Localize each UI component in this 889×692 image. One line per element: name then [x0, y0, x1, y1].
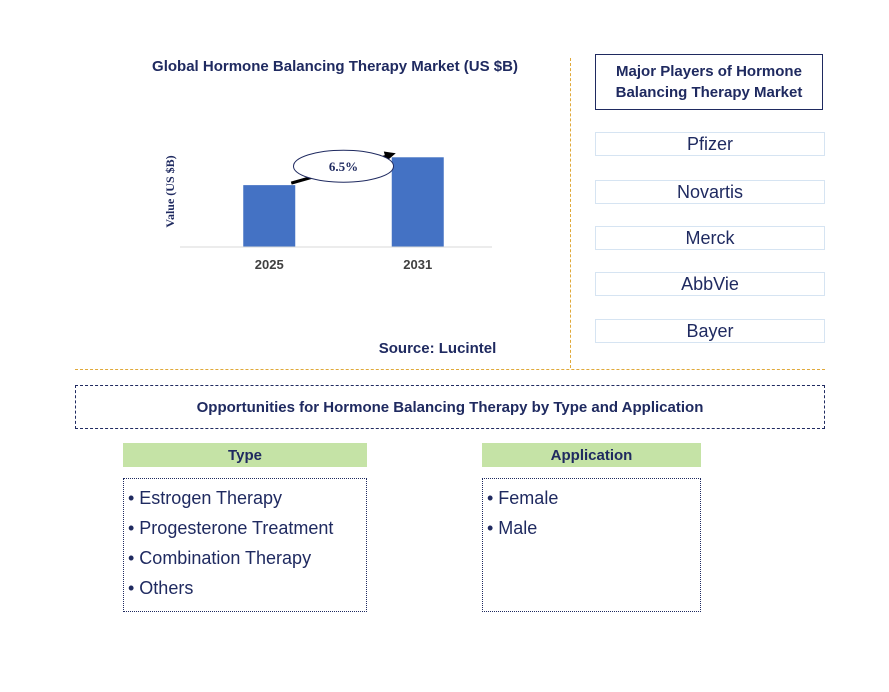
y-axis-label: Value (US $B): [163, 155, 177, 227]
application-list: • Female • Male: [482, 478, 701, 612]
player-novartis: Novartis: [595, 180, 825, 204]
x-tick-label: 2031: [403, 257, 432, 272]
players-title: Major Players of Hormone Balancing Thera…: [595, 54, 823, 110]
type-item: • Estrogen Therapy: [128, 488, 283, 508]
x-tick-label: 2025: [255, 257, 284, 272]
horizontal-divider: [75, 369, 825, 370]
chart-title: Global Hormone Balancing Therapy Market …: [152, 58, 518, 75]
cagr-label: 6.5%: [329, 159, 358, 174]
type-header: Type: [123, 443, 367, 467]
bar-2031: [391, 157, 444, 247]
opportunities-title-text: Opportunities for Hormone Balancing Ther…: [196, 398, 704, 416]
player-bayer: Bayer: [595, 319, 825, 343]
type-item: • Others: [128, 578, 194, 598]
application-item: • Male: [487, 518, 538, 538]
cagr-ellipse: [293, 149, 394, 183]
bar-2025: [243, 185, 296, 247]
application-header: Application: [482, 443, 701, 467]
bar-chart: 2025 2031 Value (US $B) 6.5%: [163, 149, 492, 272]
player-abbvie: AbbVie: [595, 272, 825, 296]
source-label: Source: Lucintel: [378, 340, 497, 357]
type-item: • Progesterone Treatment: [128, 518, 334, 538]
player-merck: Merck: [595, 226, 825, 250]
type-list: • Estrogen Therapy • Progesterone Treatm…: [123, 478, 367, 612]
type-item: • Combination Therapy: [128, 548, 312, 568]
player-pfizer: Pfizer: [595, 132, 825, 156]
vertical-divider: [570, 58, 571, 368]
opportunities-title: Opportunities for Hormone Balancing Ther…: [75, 385, 825, 429]
application-item: • Female: [487, 488, 559, 508]
players-title-text: Major Players of Hormone Balancing Thera…: [615, 63, 803, 101]
